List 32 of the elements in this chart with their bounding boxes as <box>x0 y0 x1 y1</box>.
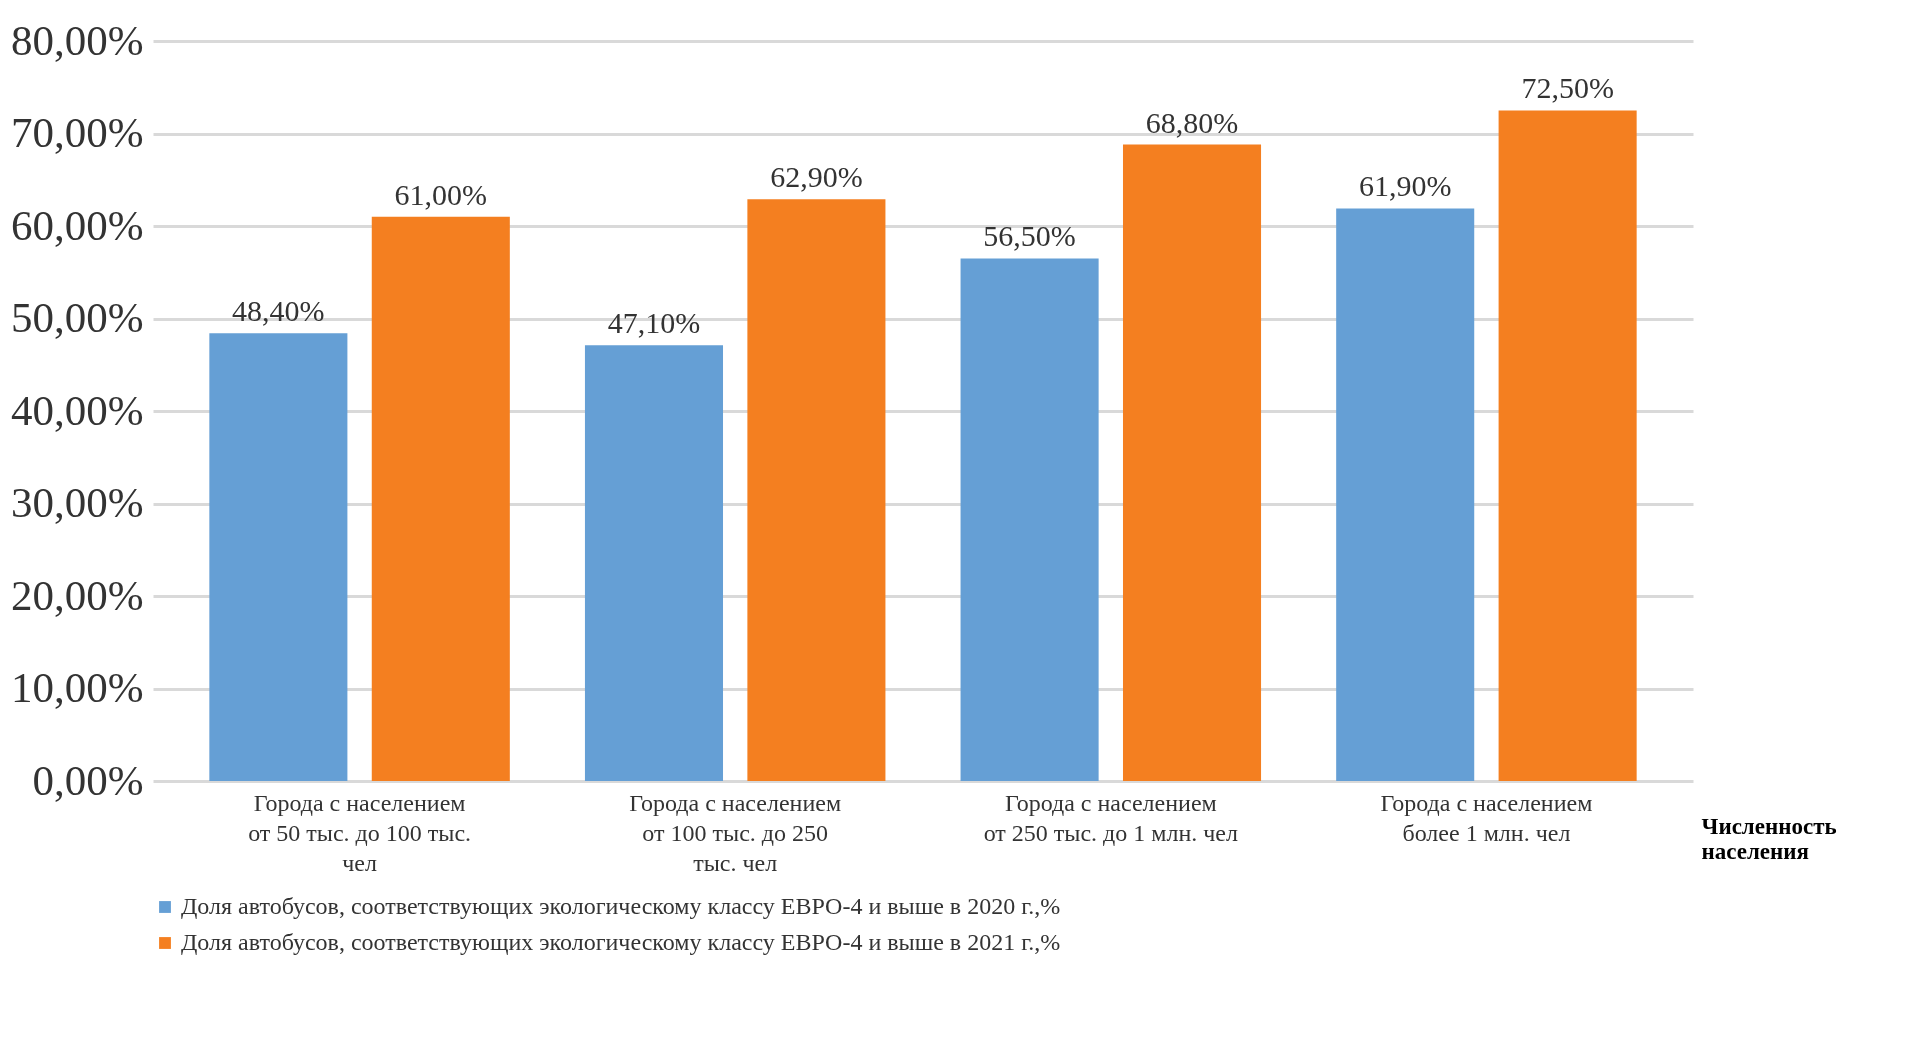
x-axis-title: Численность населения <box>1701 813 1837 864</box>
y-tick-label: 50,00% <box>10 294 144 341</box>
bar <box>371 216 510 781</box>
x-tick-label: Города с населением от 250 тыс. до 1 млн. чел <box>983 789 1238 846</box>
y-tick-label: 40,00% <box>10 386 144 434</box>
bar <box>209 333 348 781</box>
y-tick-label: 80,00% <box>10 16 144 64</box>
bar <box>1336 208 1475 781</box>
bar <box>584 345 724 781</box>
data-label: 47,10% <box>607 306 701 340</box>
bar <box>1498 110 1637 781</box>
data-label: 62,90% <box>770 160 863 194</box>
data-label: 61,90% <box>1358 169 1452 203</box>
bar <box>747 199 886 781</box>
y-tick-label: 70,00% <box>10 109 144 156</box>
x-tick-label: Города с населением от 50 тыс. до 100 тыс. чел <box>248 789 472 876</box>
y-tick-label: 0,00% <box>32 756 144 804</box>
bar <box>1122 144 1262 781</box>
bar <box>960 258 1099 781</box>
x-tick-label: Города с населением от 100 тыс. до 250 тыс. чел <box>629 789 842 876</box>
data-label: 72,50% <box>1521 71 1614 105</box>
legend-label: Доля автобусов, соответствующих экологическому классу ЕВРО-4 и выше в 2021 г.,% <box>181 929 1061 955</box>
x-tick-label: Города с населением более 1 млн. чел <box>1380 789 1593 846</box>
legend-label: Доля автобусов, соответствующих экологическому классу ЕВРО-4 и выше в 2020 г.,% <box>181 893 1061 919</box>
y-tick-label: 30,00% <box>10 479 144 526</box>
data-label: 61,00% <box>394 177 488 211</box>
data-label: 56,50% <box>983 219 1076 253</box>
y-tick-label: 20,00% <box>10 571 144 619</box>
y-tick-label: 60,00% <box>10 201 144 249</box>
data-label: 68,80% <box>1145 105 1239 139</box>
data-label: 48,40% <box>232 294 325 328</box>
y-tick-label: 10,00% <box>10 664 144 711</box>
